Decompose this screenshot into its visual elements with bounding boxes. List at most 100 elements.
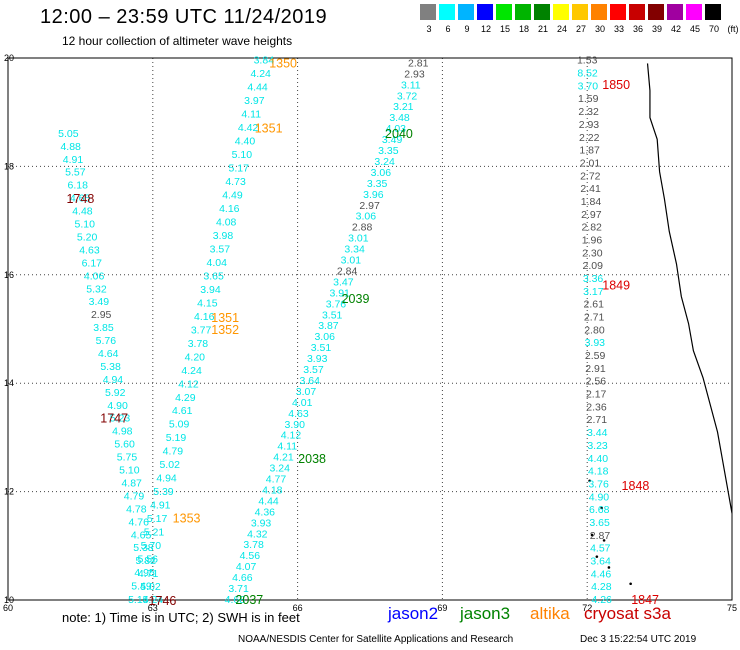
wave-height-label: 3.64 [299,375,320,387]
wave-height-label: 2.97 [581,209,602,221]
wave-height-label: 4.11 [241,109,261,121]
wave-height-label: 2.17 [586,389,607,401]
wave-height-label: 8.52 [577,68,598,80]
wave-height-label: 4.95 [134,567,155,579]
wave-height-label: 3.07 [296,386,317,398]
wave-height-label: 3.72 [397,90,418,102]
legend-label: 9 [464,24,470,34]
wave-height-label: 3.06 [356,211,377,223]
wave-height-label: 4.18 [262,484,283,496]
coastline [646,63,733,514]
wave-height-label: 2.09 [582,260,603,272]
wave-height-label: 1.84 [581,196,602,208]
wave-height-label: 3.06 [371,167,392,179]
wave-height-label: 4.91 [150,500,171,512]
legend-swatch [629,4,645,20]
wave-height-label: 5.49 [131,581,152,593]
page-subtitle: 12 hour collection of altimeter wave hei… [62,34,293,48]
wave-height-label: 2.72 [580,170,601,182]
track-time-label: 1353 [173,512,201,526]
wave-height-label: 2.93 [579,119,600,131]
wave-height-label: 2.61 [584,299,605,311]
wave-height-label: 5.10 [232,149,253,161]
legend-swatch [686,4,702,20]
legend-swatch [610,4,626,20]
wave-height-label: 5.24 [143,594,164,606]
wave-height-label: 2.87 [590,530,611,542]
wave-height-label: 4.15 [197,297,218,309]
wave-height-label: 3.71 [228,583,249,595]
wave-height-label: 3.57 [210,243,231,255]
track-time-label: 1848 [622,479,650,493]
wave-height-label: 4.65 [131,529,152,541]
legend-swatch [420,4,436,20]
wave-height-label: 2.59 [585,350,606,362]
wave-height-label: 4.36 [255,506,276,518]
wave-height-label: 3.96 [363,189,384,201]
wave-height-label: 4.40 [235,136,256,148]
footnote: note: 1) Time is in UTC; 2) SWH is in fe… [62,610,300,625]
wave-height-label: 4.87 [121,477,142,489]
wave-height-label: 5.70 [141,540,162,552]
wave-height-label: 5.09 [169,419,190,431]
legend-label: 33 [613,24,624,34]
wave-height-label: 3.34 [344,244,365,256]
wave-height-label: 2.41 [580,183,601,195]
track-time-label: 2039 [342,292,370,306]
wave-height-label: 3.78 [188,338,209,350]
track-time-label: 1748 [66,192,94,206]
wave-height-label: 3.57 [303,364,324,376]
wave-height-label: 4.24 [250,68,271,80]
wave-height-label: 4.16 [194,311,215,323]
island-marker [595,555,599,558]
legend-label: 39 [651,24,662,34]
wave-height-label: 4.26 [591,594,612,606]
legend-label: 70 [708,24,719,34]
legend-swatch [553,4,569,20]
wave-height-label: 5.14 [128,594,149,606]
wave-height-label: 5.20 [77,231,98,243]
wave-height-label: 4.29 [175,392,196,404]
wave-height-label: 4.98 [112,426,133,438]
wave-height-label: 3.35 [378,145,399,157]
island-marker [600,506,603,510]
wave-height-label: 2.71 [587,414,608,426]
wave-height-label: 1.87 [579,145,600,157]
timestamp: Dec 3 15:22:54 UTC 2019 [580,634,697,645]
wave-height-label: 4.03 [386,123,407,135]
wave-height-label: 3.24 [374,156,395,168]
track-time-label: 1850 [602,78,630,92]
track-time-label: 1350 [269,56,297,70]
wave-height-label: 4.61 [172,405,193,417]
wave-height-label: 3.93 [585,337,606,349]
wave-height-label: 4.94 [103,374,124,386]
wave-height-label: 2.30 [582,247,603,259]
wave-height-label: 2.01 [580,157,601,169]
wave-height-label: 4.07 [236,561,257,573]
legend-swatch [477,4,493,20]
wave-height-label: 4.12 [281,430,302,442]
wave-height-label: 5.17 [228,163,249,175]
wave-height-label: 4.73 [225,176,246,188]
wave-height-label: 4.65 [70,193,91,205]
legend-swatch [667,4,683,20]
wave-height-label: 5.23 [110,413,131,425]
legend-label: 18 [518,24,529,34]
wave-height-label: 3.44 [587,427,608,439]
wave-height-label: 4.16 [219,203,240,215]
wave-height-label: 5.38 [100,361,121,373]
wave-height-label: 4.90 [107,400,128,412]
x-tick-label: 66 [293,603,303,613]
wave-height-label: 3.36 [583,273,604,285]
wave-height-label: 5.82 [136,555,157,567]
wave-height-label: 4.48 [72,206,93,218]
wave-height-label: 4.88 [60,141,81,153]
wave-height-label: 3.93 [251,517,272,529]
wave-height-label: 3.23 [587,440,608,452]
legend-label: 15 [499,24,510,34]
track-time-label: 2038 [298,452,326,466]
legend-label: 3 [426,24,432,34]
wave-height-label: 4.63 [79,244,100,256]
wave-height-label: 3.24 [270,463,291,475]
